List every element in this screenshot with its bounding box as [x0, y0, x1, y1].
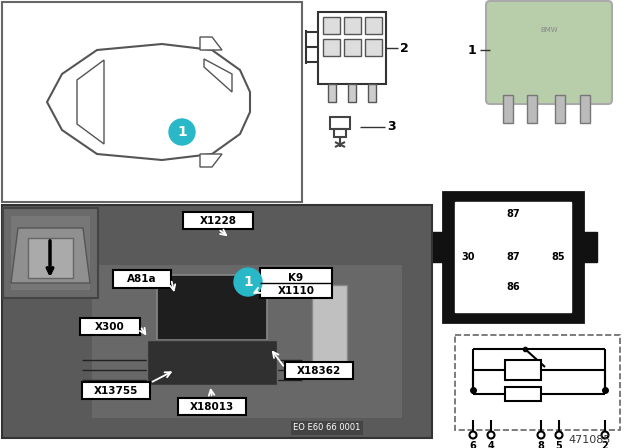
Bar [328, 84, 336, 102]
Bar [82, 382, 150, 399]
Circle shape [234, 268, 262, 296]
Bar [455, 335, 620, 430]
Text: X300: X300 [95, 322, 125, 332]
FancyBboxPatch shape [486, 1, 612, 104]
Bar [443, 192, 583, 322]
Bar [312, 285, 347, 365]
Bar [429, 232, 445, 262]
Bar [260, 268, 332, 298]
Bar [323, 17, 340, 34]
Text: 1: 1 [468, 43, 476, 56]
Polygon shape [204, 59, 232, 92]
Bar [555, 95, 565, 123]
Text: 30: 30 [461, 252, 475, 262]
Text: 471085: 471085 [569, 435, 611, 445]
Bar [147, 340, 277, 385]
Bar [28, 238, 73, 278]
Bar [527, 95, 537, 123]
Text: 8: 8 [538, 441, 545, 448]
Bar [157, 275, 267, 340]
Text: X13755: X13755 [94, 385, 138, 396]
Bar [365, 17, 382, 34]
Text: 1: 1 [177, 125, 187, 139]
Text: X18013: X18013 [190, 401, 234, 412]
Text: 5: 5 [556, 441, 563, 448]
Text: 2: 2 [400, 42, 409, 55]
Text: X1110: X1110 [278, 286, 314, 296]
Text: 3: 3 [387, 121, 396, 134]
Text: X1228: X1228 [200, 215, 237, 225]
Bar [334, 129, 346, 137]
Text: 87: 87 [506, 252, 520, 262]
Polygon shape [200, 154, 222, 167]
Text: A81a: A81a [127, 274, 157, 284]
Text: 2: 2 [602, 441, 609, 448]
Text: K9: K9 [289, 273, 303, 283]
Text: 85: 85 [551, 252, 565, 262]
Text: 87: 87 [506, 209, 520, 219]
Bar [3, 208, 98, 298]
Text: 1: 1 [243, 275, 253, 289]
Bar [113, 270, 171, 288]
Polygon shape [47, 44, 250, 160]
Circle shape [556, 431, 563, 439]
Text: 4: 4 [488, 441, 494, 448]
Bar [503, 95, 513, 123]
Bar [580, 95, 590, 123]
Polygon shape [77, 60, 104, 144]
Bar [581, 232, 597, 262]
Polygon shape [200, 37, 222, 50]
Bar [92, 265, 402, 418]
Bar [178, 398, 246, 415]
Bar [505, 360, 541, 380]
Bar [368, 84, 376, 102]
Circle shape [169, 119, 195, 145]
Circle shape [538, 431, 545, 439]
Bar [323, 39, 340, 56]
Text: BMW: BMW [540, 27, 558, 33]
Circle shape [602, 431, 609, 439]
Polygon shape [11, 228, 90, 283]
Bar [365, 39, 382, 56]
Bar [183, 212, 253, 229]
Bar [285, 362, 353, 379]
Text: EO E60 66 0001: EO E60 66 0001 [293, 423, 361, 432]
Bar [344, 17, 361, 34]
Bar [344, 39, 361, 56]
Bar [80, 318, 140, 335]
Text: 6: 6 [470, 441, 476, 448]
Bar [348, 84, 356, 102]
Text: X18362: X18362 [297, 366, 341, 375]
Bar [2, 205, 432, 438]
Bar [455, 202, 571, 312]
Bar [505, 387, 541, 401]
Text: 86: 86 [506, 282, 520, 292]
Bar [330, 117, 350, 129]
Circle shape [470, 431, 477, 439]
Bar [2, 2, 302, 202]
Circle shape [488, 431, 495, 439]
Bar [318, 12, 386, 84]
Bar [11, 216, 90, 290]
